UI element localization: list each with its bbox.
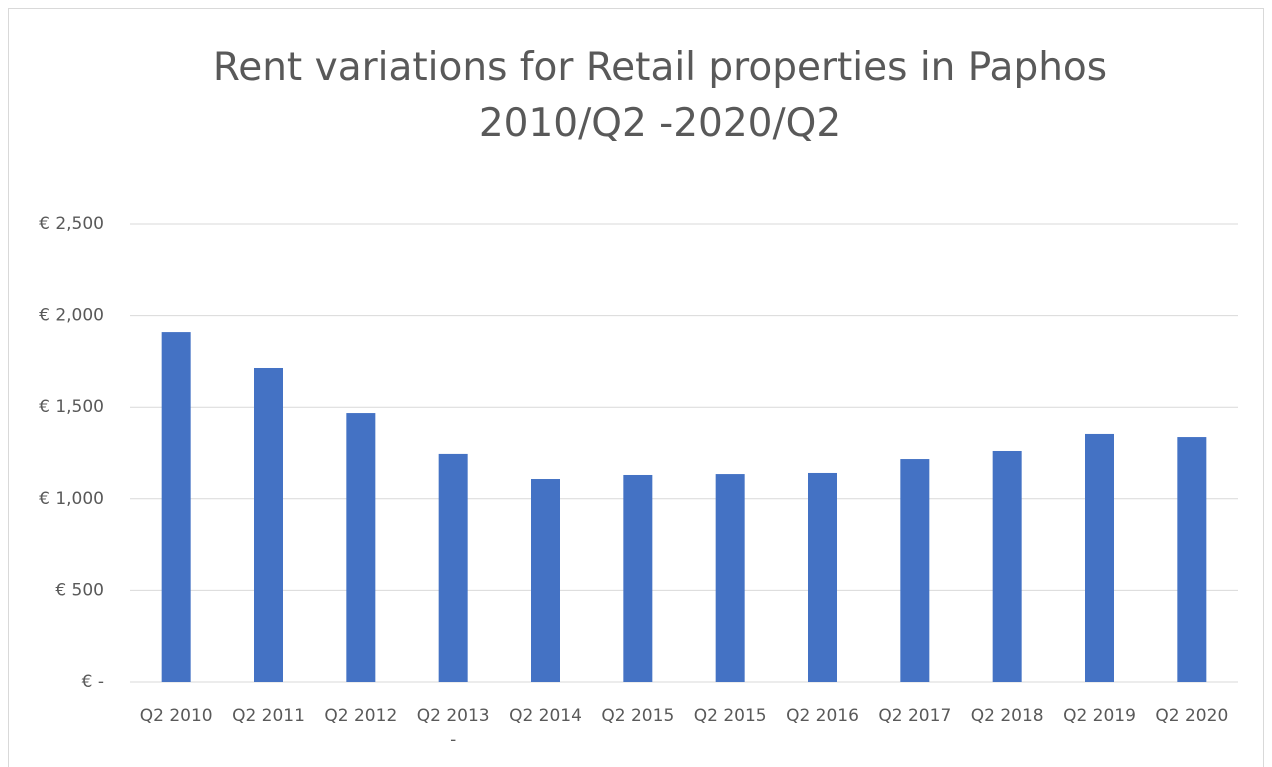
- y-tick-label: € 2,500: [39, 214, 104, 234]
- y-tick-label: € 1,500: [39, 397, 104, 417]
- bar: [1085, 433, 1114, 682]
- bar: [346, 413, 376, 682]
- bar: [900, 459, 930, 682]
- x-tick-label: Q2 2010: [139, 706, 213, 726]
- bar: [438, 453, 468, 682]
- bar: [623, 474, 653, 682]
- x-tick-label: Q2 2016: [786, 706, 859, 726]
- x-tick-label: Q2 2018: [970, 706, 1044, 726]
- x-tick-label: Q2 2013 -: [416, 706, 490, 750]
- y-tick-label: € 2,000: [39, 306, 104, 326]
- x-tick-label: Q2 2019: [1063, 706, 1136, 726]
- bar: [254, 367, 283, 682]
- x-tick-label: Q2 2017: [878, 706, 952, 726]
- chart-frame: [8, 8, 1264, 767]
- x-tick-label: Q2 2014: [509, 706, 582, 726]
- bar: [531, 479, 560, 682]
- bar: [992, 450, 1022, 682]
- bar: [1177, 437, 1207, 682]
- x-tick-label: Q2 2011: [232, 706, 305, 726]
- x-tick-label: Q2 2020: [1155, 706, 1229, 726]
- bar: [715, 474, 745, 682]
- bar: [161, 332, 191, 682]
- x-tick-label: Q2 2015: [601, 706, 675, 726]
- y-tick-label: € -: [82, 672, 104, 692]
- chart-title: Rent variations for Retail properties in…: [212, 45, 1108, 146]
- x-tick-label: Q2 2012: [324, 706, 398, 726]
- y-tick-label: € 1,000: [39, 489, 104, 509]
- x-tick-label: Q2 2015: [693, 706, 767, 726]
- y-tick-label: € 500: [55, 580, 104, 600]
- bar: [808, 472, 837, 682]
